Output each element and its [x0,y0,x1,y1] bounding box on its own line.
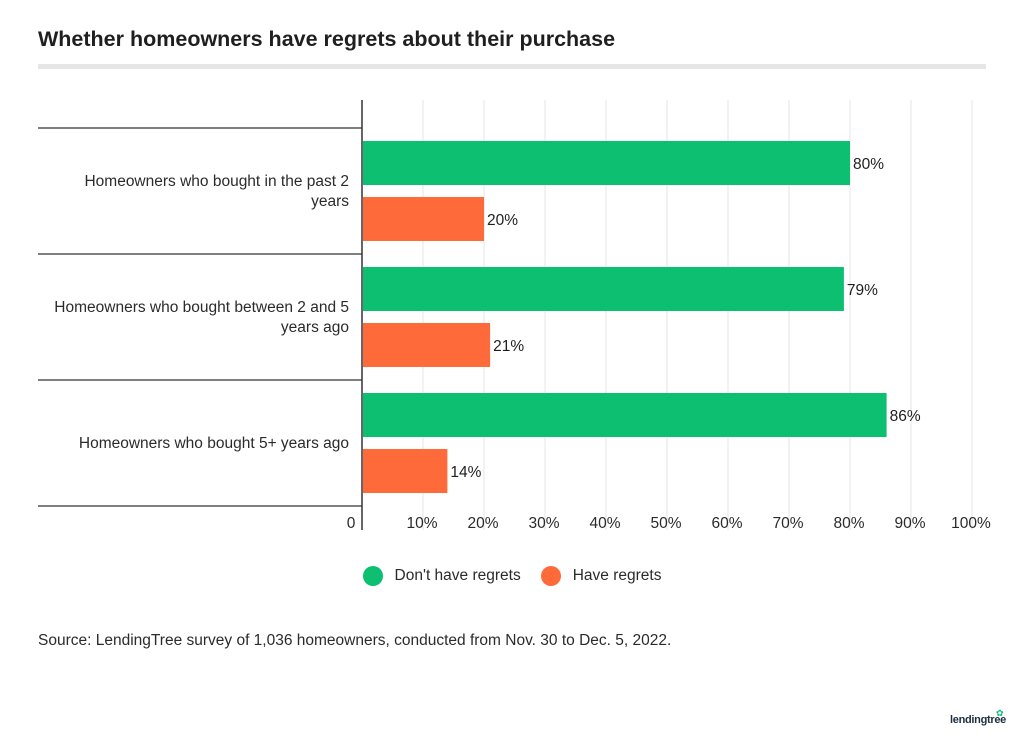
bar [363,449,448,493]
legend-item-no-regrets: Don't have regrets [362,566,521,586]
source-note: Source: LendingTree survey of 1,036 home… [38,632,672,649]
title-divider [38,64,986,69]
x-tick-label: 0 [347,515,356,532]
category-label: years [311,193,349,210]
data-label: 79% [847,282,878,299]
bar-chart: 80% 20% Homeowners who bought in the past … [38,100,991,532]
data-label: 21% [493,338,524,355]
x-tick-label: 70% [772,515,803,532]
x-tick-label: 30% [528,515,559,532]
category-label: Homeowners who bought 5+ years ago [79,435,349,452]
legend-label-regrets: Have regrets [572,567,662,584]
category-label: Homeowners who bought between 2 and 5 [54,299,349,316]
x-tick-label: 40% [589,515,620,532]
x-tick-label: 10% [406,515,437,532]
bar [363,141,850,185]
legend-item-regrets: Have regrets [540,566,662,586]
bar [363,267,844,311]
legend-swatch-regrets [540,566,561,586]
bar [363,393,887,437]
data-label: 80% [853,156,884,173]
legend-label-no-regrets: Don't have regrets [394,567,521,584]
chart-title: Whether homeowners have regrets about th… [38,27,616,51]
brand-logo: lendingtree [950,714,1006,726]
legend: Don't have regrets Have regrets [0,566,1024,586]
x-tick-label: 20% [467,515,498,532]
bar [363,197,484,241]
leaf-icon: ✿ [996,708,1004,718]
x-tick-label: 60% [711,515,742,532]
bar [363,323,491,367]
legend-swatch-no-regrets [362,566,383,586]
category-label: Homeowners who bought in the past 2 [84,173,349,190]
category-label: years ago [281,319,349,336]
data-label: 86% [890,408,921,425]
data-label: 20% [487,212,518,229]
x-tick-label: 100% [951,515,991,532]
data-label: 14% [450,464,481,481]
x-tick-label: 50% [650,515,681,532]
x-tick-label: 80% [833,515,864,532]
x-tick-label: 90% [894,515,925,532]
